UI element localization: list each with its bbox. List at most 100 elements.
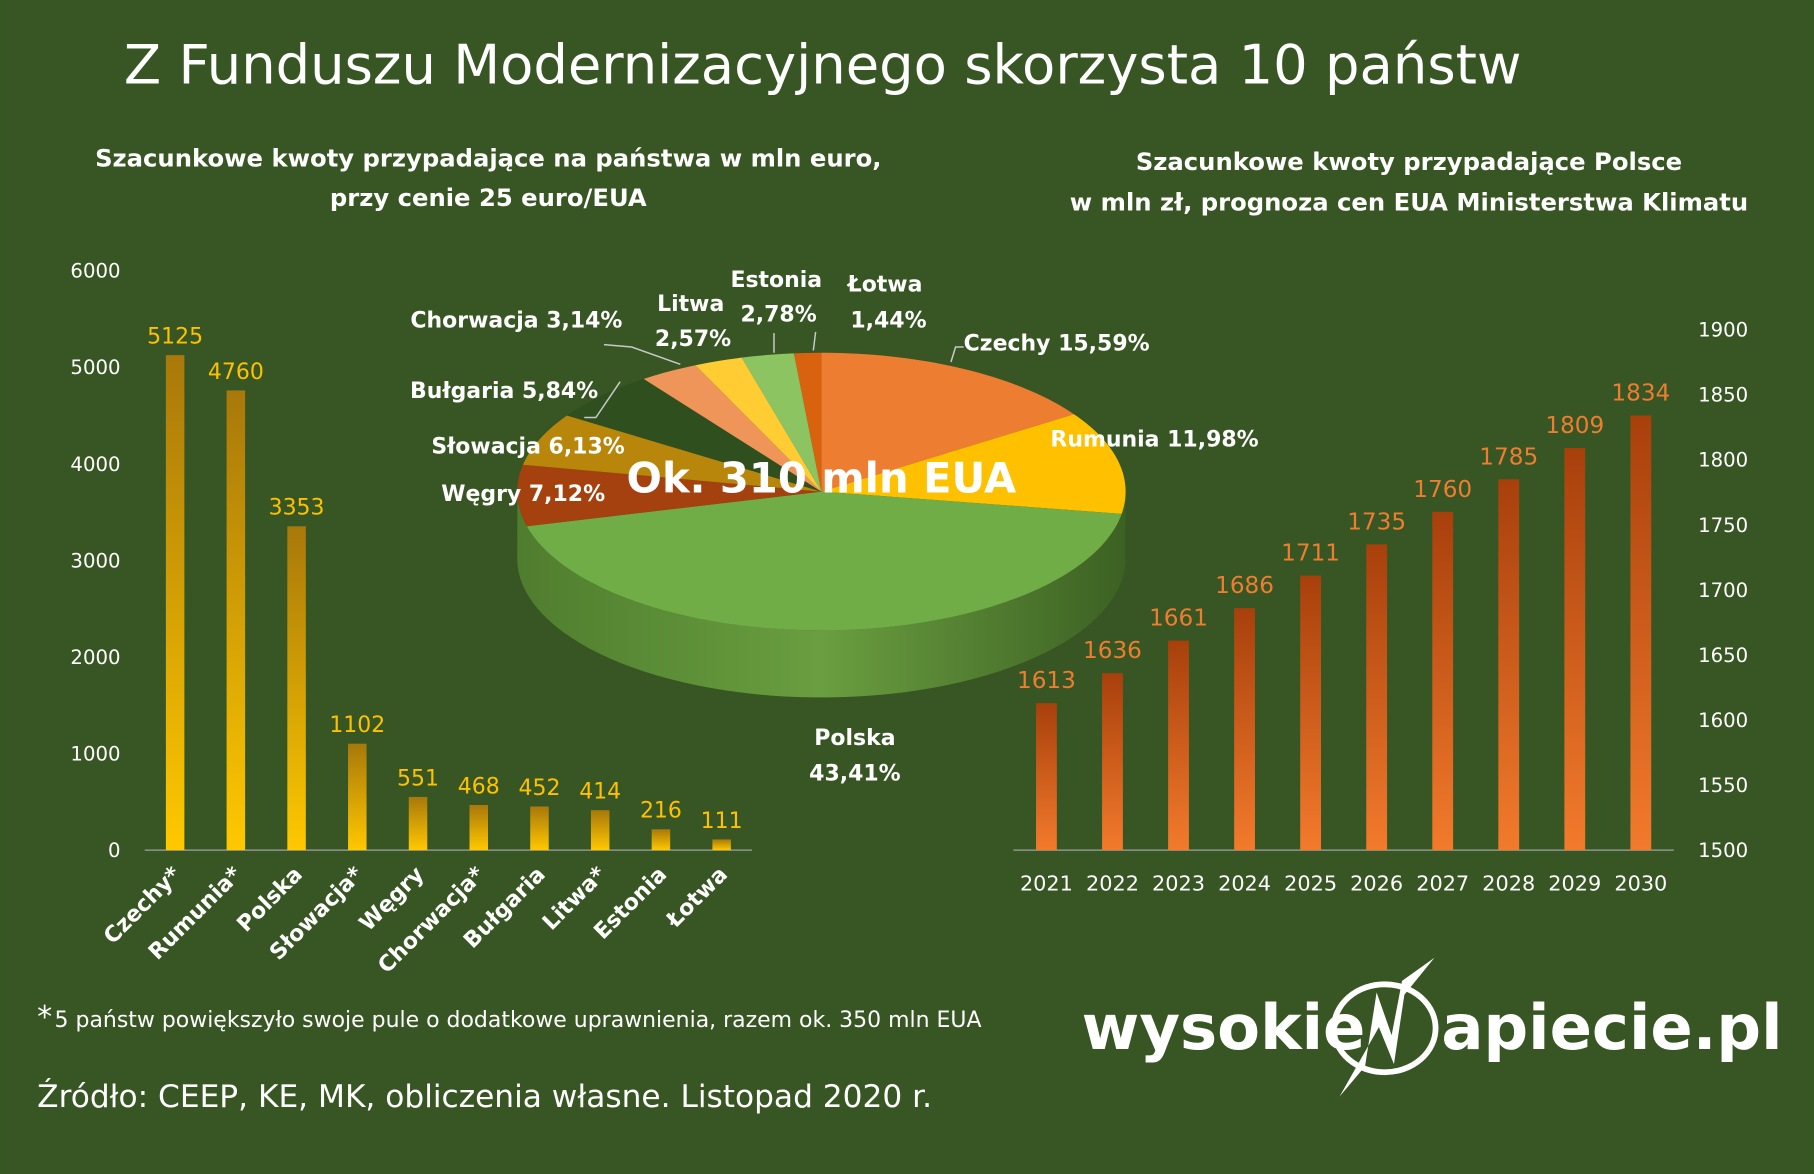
data-label: 4760 [208, 360, 264, 385]
data-label: 1686 [1215, 573, 1274, 599]
data-label: 1711 [1281, 541, 1340, 567]
pie-slice-Węgry [517, 464, 822, 527]
data-label: 111 [701, 809, 743, 834]
pie-slice-Litwa [695, 357, 822, 492]
logo-text-right: apiecie.pl [1441, 991, 1782, 1064]
pie-slice-Słowacja [522, 415, 822, 492]
bar-2024 [1234, 608, 1255, 851]
pie-label: Łotwa [847, 272, 923, 297]
y-tick-label: 6000 [70, 260, 120, 283]
pie-center-label: Ok. 310 mln EUA [627, 454, 1017, 503]
y-tick-label: 3000 [70, 549, 120, 572]
bar-2028 [1498, 479, 1520, 851]
pie-label: Polska [814, 726, 895, 751]
data-label: 1760 [1413, 477, 1472, 503]
y-tick-label: 1850 [1698, 384, 1748, 407]
bar-Estonia [651, 829, 671, 851]
pie-label: Rumunia 11,98% [1050, 427, 1258, 452]
y-tick-label: 2000 [70, 646, 120, 669]
bar-Łotwa [712, 839, 731, 851]
y-tick-label: 1550 [1698, 774, 1748, 797]
data-label: 1102 [329, 713, 385, 738]
right-subtitle-2: w mln zł, prognoza cen EUA Ministerstwa … [1070, 188, 1748, 217]
y-tick-label: 1650 [1698, 644, 1748, 667]
x-tick-label: 2029 [1548, 872, 1601, 896]
data-label: 468 [458, 774, 500, 799]
bar-2022 [1102, 673, 1123, 851]
pie-label: Czechy 15,59% [964, 331, 1150, 356]
logo: wysokie apiecie.pl [1082, 957, 1783, 1097]
leader-line [950, 346, 964, 363]
footnote-mark: * [37, 1000, 52, 1035]
x-tick-label: 2023 [1152, 872, 1205, 896]
left-subtitle-2: przy cenie 25 euro/EUA [330, 183, 647, 212]
bar-2023 [1168, 640, 1189, 851]
pie-slice-Estonia [741, 353, 822, 492]
y-tick-label: 1750 [1698, 514, 1748, 537]
logo-text-left: wysokie [1082, 991, 1366, 1064]
pie-slice-Bułgaria [566, 378, 822, 492]
x-tick-label: 2021 [1020, 872, 1073, 896]
data-label: 1834 [1611, 380, 1670, 406]
pie-slice-Polska [526, 491, 1122, 631]
data-label: 216 [640, 799, 682, 824]
pie-label: Chorwacja 3,14% [410, 308, 622, 333]
pie-label: 2,78% [741, 303, 817, 328]
y-tick-label: 1000 [70, 742, 120, 765]
y-tick-label: 1700 [1698, 579, 1748, 602]
y-tick-label: 5000 [70, 356, 120, 379]
bar-Czechy* [165, 355, 185, 851]
x-tick-label: 2027 [1416, 872, 1469, 896]
leader-line [603, 343, 681, 366]
y-tick-label: 1800 [1698, 449, 1748, 472]
data-label: 414 [579, 780, 621, 805]
bar-2026 [1366, 544, 1388, 851]
data-label: 3353 [269, 496, 325, 521]
pie-label: 43,41% [809, 762, 901, 787]
bar-Bułgaria [530, 806, 549, 851]
pie-slice-Chorwacja [643, 365, 822, 492]
right-subtitle-1: Szacunkowe kwoty przypadające Polsce [1136, 147, 1682, 176]
bar-Węgry [408, 796, 428, 851]
pie-slice-Czechy [821, 352, 1074, 492]
data-label: 1785 [1479, 444, 1538, 470]
y-tick-label: 0 [108, 839, 121, 862]
data-label: 1613 [1017, 668, 1076, 694]
bar-Litwa* [590, 810, 610, 851]
leader-line [584, 381, 621, 419]
y-tick-label: 4000 [70, 453, 120, 476]
footnote: 5 państw powiększyło swoje pule o dodatk… [55, 1008, 982, 1033]
x-tick-label: 2022 [1086, 872, 1139, 896]
pie-label: Estonia [730, 268, 822, 293]
pie-slice-Łotwa [793, 352, 822, 492]
x-tick-label: 2030 [1614, 872, 1667, 896]
bar-Słowacja* [348, 743, 367, 851]
source: Źródło: CEEP, KE, MK, obliczenia własne.… [37, 1077, 932, 1115]
data-label: 1661 [1149, 606, 1208, 632]
pie-label: 2,57% [655, 327, 731, 352]
leader-line [812, 331, 817, 351]
pie-side [517, 491, 1126, 698]
data-label: 551 [397, 766, 439, 791]
pie-label: 1,44% [850, 308, 926, 333]
bar-2030 [1630, 415, 1652, 851]
x-tick-label: 2028 [1482, 872, 1535, 896]
bar-Rumunia* [226, 390, 246, 851]
bar-2029 [1564, 448, 1586, 851]
pie-label: Słowacja 6,13% [431, 434, 624, 459]
data-label: 452 [519, 776, 561, 801]
pie-label: Węgry 7,12% [441, 482, 605, 507]
x-tick-label: 2026 [1350, 872, 1403, 896]
right-bar-chart: 1500 1550 1600 1650 1700 1750 1800 1850 1900 1613… [1013, 319, 1748, 896]
x-tick-label: 2024 [1218, 872, 1271, 896]
bar-2027 [1432, 511, 1454, 851]
bar-2025 [1300, 575, 1322, 851]
left-subtitle-1: Szacunkowe kwoty przypadające na państwa… [95, 144, 881, 173]
data-label: 1636 [1083, 638, 1142, 664]
x-tick-label: 2025 [1284, 872, 1337, 896]
bar-Chorwacja* [469, 804, 489, 851]
data-label: 5125 [147, 325, 203, 350]
bar-Polska [287, 526, 306, 851]
page-title: Z Funduszu Modernizacyjnego skorzysta 10… [124, 33, 1521, 96]
